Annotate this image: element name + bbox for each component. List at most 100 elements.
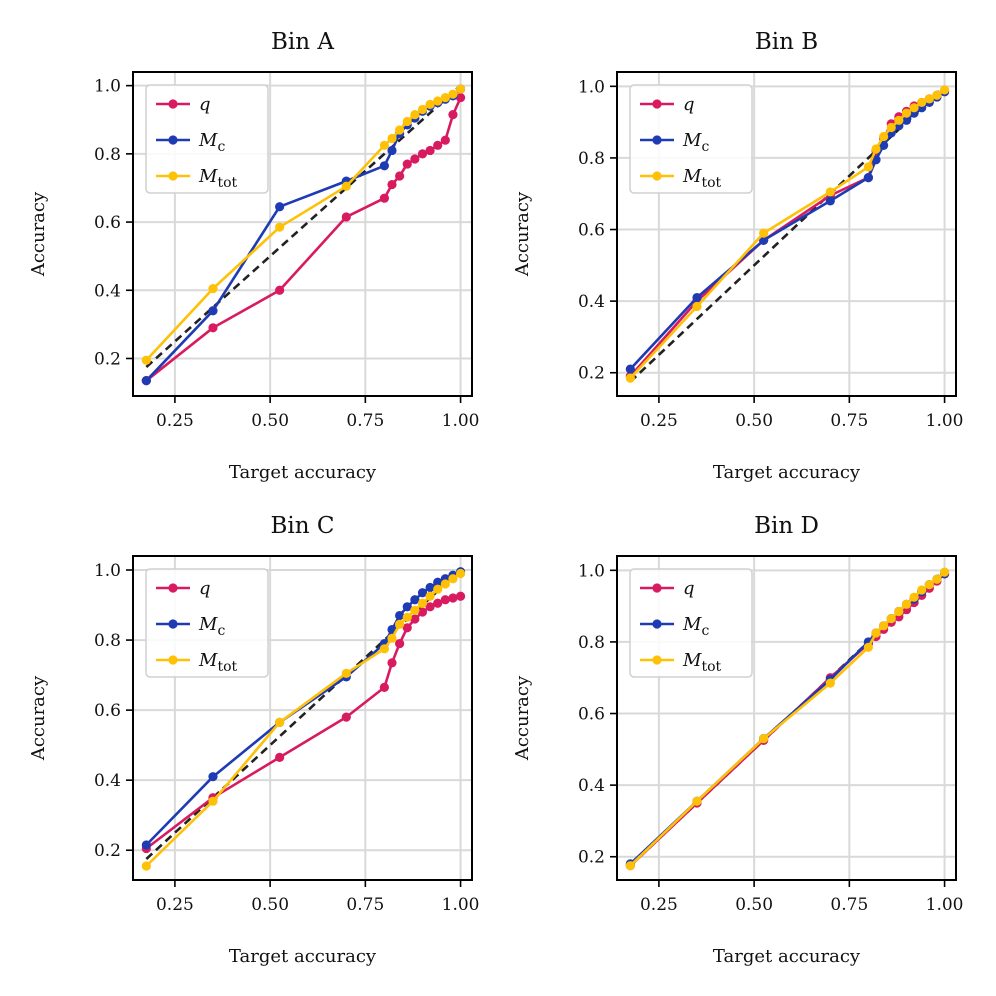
data-point-M_tot [275, 222, 285, 232]
data-point-q [455, 92, 466, 103]
legend-label-M_tot: Mtot [198, 166, 237, 191]
legend-box [629, 568, 753, 678]
data-point-M_tot [455, 84, 466, 94]
y-tick-label: 0.4 [94, 771, 121, 791]
x-tick-label: 0.75 [830, 411, 868, 431]
x-tick-label: 0.75 [346, 895, 384, 915]
data-point-q [448, 593, 458, 603]
legend-label-M_c: Mc [198, 130, 225, 155]
data-point-M_tot [879, 131, 889, 142]
data-point-M_tot [863, 642, 873, 652]
data-point-q [402, 159, 412, 169]
data-point-M_tot [901, 108, 912, 118]
y-tick-label: 0.6 [578, 221, 605, 241]
x-tick-label: 0.50 [251, 411, 289, 431]
data-point-M_c [625, 364, 635, 374]
data-point-M_tot [871, 144, 881, 154]
legend-box [145, 84, 269, 194]
data-point-M_tot [886, 614, 896, 624]
data-point-q [387, 658, 397, 668]
data-point-q [410, 614, 420, 624]
data-point-M_c [901, 115, 912, 125]
data-point-q [275, 752, 285, 763]
data-point-q [448, 110, 458, 120]
legend-label-q: q [199, 578, 211, 599]
data-point-M_tot [886, 122, 896, 133]
data-point-M_c [395, 610, 405, 621]
data-point-q [410, 154, 420, 164]
data-point-M_tot [433, 584, 443, 594]
data-point-M_tot [141, 861, 151, 871]
legend-marker-q [652, 99, 662, 109]
data-point-M_tot [909, 592, 919, 602]
data-point-M_tot [425, 99, 435, 109]
data-point-M_tot [395, 125, 405, 135]
data-point-M_tot [410, 110, 420, 120]
legend-label-M_c: Mc [682, 130, 709, 155]
data-point-M_tot [440, 92, 450, 103]
data-point-q [341, 212, 351, 222]
legend: q Mc Mtot [629, 84, 753, 194]
data-point-M_tot [448, 574, 458, 584]
y-tick-label: 0.4 [94, 281, 121, 301]
data-point-M_tot [863, 162, 873, 172]
x-axis-label: Target accuracy [229, 946, 377, 967]
legend: q Mc Mtot [145, 84, 269, 194]
data-point-M_tot [879, 621, 889, 631]
plot-frame [616, 555, 957, 881]
x-tick-label: 0.25 [156, 411, 194, 431]
data-point-M_tot [932, 90, 942, 100]
legend-marker-q [652, 583, 662, 593]
x-tick-label: 1.00 [442, 411, 480, 431]
legend-label-M_c: Mc [682, 614, 709, 639]
legend-marker-M_tot [168, 655, 178, 665]
data-point-M_tot [433, 96, 443, 106]
legend-marker-M_tot [652, 655, 662, 665]
legend: q Mc Mtot [629, 568, 753, 678]
legend-label-M_tot: Mtot [682, 650, 721, 675]
data-point-M_tot [625, 861, 635, 871]
y-tick-label: 1.0 [94, 77, 121, 97]
data-point-M_tot [692, 301, 702, 312]
legend-label-M_tot: Mtot [682, 166, 721, 191]
legend-marker-M_c [168, 619, 178, 629]
data-point-M_tot [924, 94, 934, 104]
legend-marker-M_c [168, 135, 178, 145]
data-point-q [208, 323, 218, 333]
legend-box [145, 568, 269, 678]
data-point-M_c [208, 772, 218, 782]
data-point-M_c [863, 173, 873, 183]
x-axis-label: Target accuracy [713, 462, 861, 483]
data-point-M_tot [387, 633, 397, 643]
data-point-M_tot [341, 668, 351, 678]
x-axis-label: Target accuracy [229, 462, 377, 483]
y-tick-label: 1.0 [94, 561, 121, 581]
data-point-M_tot [387, 133, 397, 144]
x-tick-label: 0.75 [346, 411, 384, 431]
y-axis-label: Accuracy [512, 675, 533, 761]
x-tick-label: 0.50 [251, 895, 289, 915]
data-point-M_tot [871, 628, 881, 638]
y-tick-label: 0.8 [578, 149, 605, 169]
chart-title: Bin B [755, 29, 818, 55]
data-point-q [425, 145, 435, 156]
data-point-M_tot [417, 104, 428, 115]
y-axis-label: Accuracy [512, 191, 533, 277]
diagonal-reference-line [629, 85, 946, 383]
y-tick-label: 1.0 [578, 561, 605, 581]
x-tick-label: 1.00 [442, 895, 480, 915]
chart-panel-1: 0.25 0.50 0.75 1.00 0.2 0.4 0.6 0.8 1.0 Bin A Targ… [28, 29, 480, 483]
data-point-q [379, 682, 389, 692]
y-tick-label: 0.6 [94, 701, 121, 721]
legend-marker-q [168, 583, 178, 593]
data-point-M_c [379, 161, 389, 171]
data-point-M_c [692, 292, 702, 303]
data-point-M_tot [208, 283, 218, 294]
legend-label-q: q [683, 94, 695, 115]
data-point-M_c [433, 577, 443, 587]
y-tick-label: 0.2 [94, 349, 121, 369]
x-tick-label: 0.25 [640, 411, 678, 431]
data-point-M_tot [939, 85, 950, 95]
data-point-M_tot [625, 373, 635, 383]
